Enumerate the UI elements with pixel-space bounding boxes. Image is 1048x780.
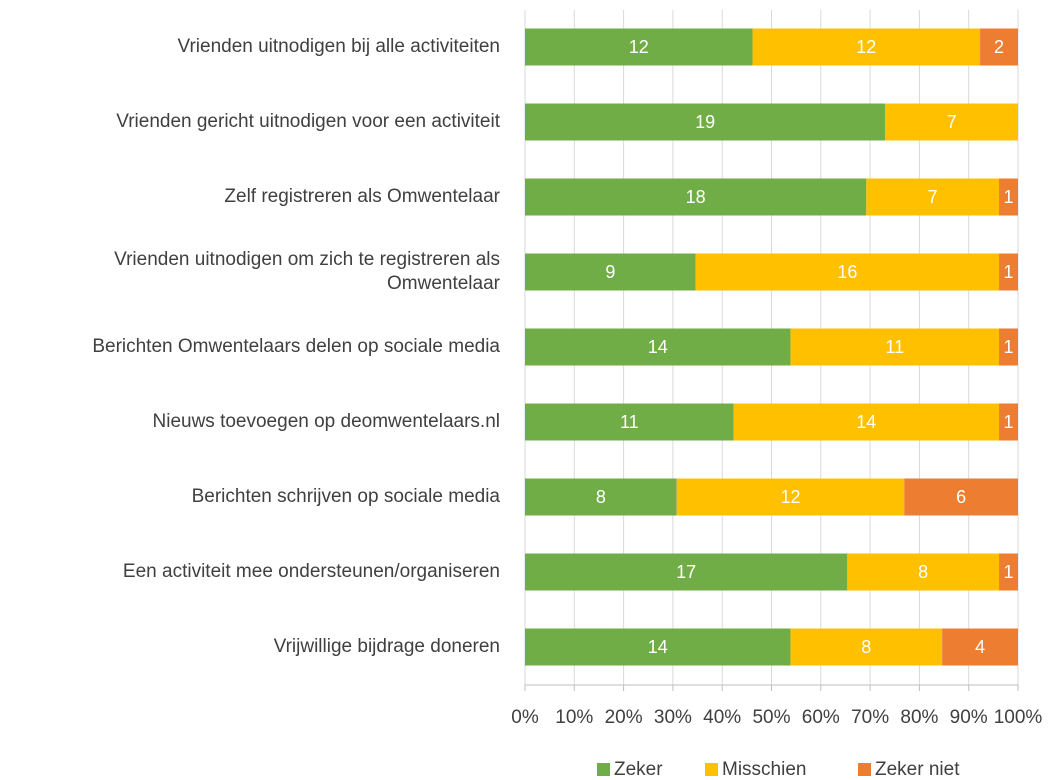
bar-segment bbox=[525, 253, 696, 291]
category-label: Berichten Omwentelaars delen op sociale … bbox=[92, 336, 500, 357]
data-label: 4 bbox=[975, 637, 985, 657]
legend-swatch bbox=[858, 763, 871, 776]
bar-segment bbox=[999, 553, 1018, 591]
data-label: 14 bbox=[856, 412, 876, 432]
x-tick-label: 30% bbox=[654, 707, 692, 728]
legend-label: Misschien bbox=[722, 759, 806, 780]
bar-segment bbox=[790, 628, 943, 666]
bar-segment bbox=[525, 403, 734, 441]
data-label: 1 bbox=[1004, 562, 1014, 582]
bar-segment bbox=[999, 328, 1018, 366]
data-label: 1 bbox=[1004, 262, 1014, 282]
category-label: Vrienden uitnodigen bij alle activiteite… bbox=[177, 36, 500, 57]
bar-segment bbox=[525, 28, 753, 66]
bar-segment bbox=[525, 628, 791, 666]
data-label: 14 bbox=[648, 337, 668, 357]
x-tick-label: 40% bbox=[703, 707, 741, 728]
data-label: 11 bbox=[885, 337, 904, 357]
data-label: 19 bbox=[695, 112, 715, 132]
x-tick-label: 100% bbox=[994, 707, 1043, 728]
data-label: 12 bbox=[629, 37, 649, 57]
category-label: Nieuws toevoegen op deomwentelaars.nl bbox=[152, 411, 501, 432]
x-tick-label: 20% bbox=[605, 707, 643, 728]
legend-swatch bbox=[705, 763, 718, 776]
x-tick-label: 80% bbox=[900, 707, 938, 728]
bar-segment bbox=[866, 178, 1000, 216]
bar-segment bbox=[525, 178, 867, 216]
category-label: Een activiteit mee ondersteunen/organise… bbox=[122, 561, 500, 582]
legend-swatch bbox=[597, 763, 610, 776]
bar-segment bbox=[999, 253, 1018, 291]
bar-segment bbox=[885, 103, 1018, 141]
legend-label: Zeker niet bbox=[875, 759, 960, 780]
bar-segment bbox=[525, 553, 848, 591]
data-label: 14 bbox=[648, 637, 668, 657]
data-label: 1 bbox=[1004, 337, 1014, 357]
category-label: Berichten schrijven op sociale media bbox=[191, 486, 500, 507]
bar-segment bbox=[525, 328, 791, 366]
category-label: Vrienden uitnodigen om zich te registrer… bbox=[114, 249, 500, 294]
data-label: 11 bbox=[620, 412, 639, 432]
legend-label: Zeker bbox=[614, 759, 663, 780]
data-label: 18 bbox=[686, 187, 706, 207]
data-label: 7 bbox=[947, 112, 957, 132]
bar-segment bbox=[695, 253, 1000, 291]
bar-segment bbox=[525, 478, 677, 516]
x-tick-label: 60% bbox=[802, 707, 840, 728]
data-label: 12 bbox=[856, 37, 876, 57]
bar-segment bbox=[980, 28, 1018, 66]
data-label: 12 bbox=[780, 487, 800, 507]
x-tick-label: 50% bbox=[752, 707, 790, 728]
data-label: 8 bbox=[918, 562, 928, 582]
bar-segment bbox=[752, 28, 981, 66]
category-label: Vrienden gericht uitnodigen voor een act… bbox=[116, 111, 500, 132]
bar-segment bbox=[904, 478, 1018, 516]
x-tick-label: 90% bbox=[950, 707, 988, 728]
x-tick-label: 0% bbox=[511, 707, 539, 728]
bar-segment bbox=[676, 478, 905, 516]
data-label: 17 bbox=[676, 562, 696, 582]
data-label: 1 bbox=[1004, 412, 1014, 432]
data-label: 8 bbox=[861, 637, 871, 657]
bar-segment bbox=[733, 403, 1000, 441]
bar-segment bbox=[942, 628, 1018, 666]
bar-segment bbox=[999, 403, 1018, 441]
data-label: 2 bbox=[994, 37, 1004, 57]
bar-segment bbox=[999, 178, 1018, 216]
data-label: 9 bbox=[605, 262, 615, 282]
bar-segment bbox=[790, 328, 1000, 366]
category-label: Vrijwillige bijdrage doneren bbox=[273, 636, 500, 657]
data-label: 7 bbox=[928, 187, 938, 207]
category-label: Zelf registreren als Omwentelaar bbox=[224, 186, 500, 207]
bar-segment bbox=[525, 103, 886, 141]
data-label: 16 bbox=[837, 262, 857, 282]
x-tick-label: 10% bbox=[555, 707, 593, 728]
x-tick-label: 70% bbox=[851, 707, 889, 728]
bar-segment bbox=[847, 553, 1000, 591]
data-label: 1 bbox=[1004, 187, 1014, 207]
data-label: 6 bbox=[956, 487, 966, 507]
data-label: 8 bbox=[596, 487, 606, 507]
